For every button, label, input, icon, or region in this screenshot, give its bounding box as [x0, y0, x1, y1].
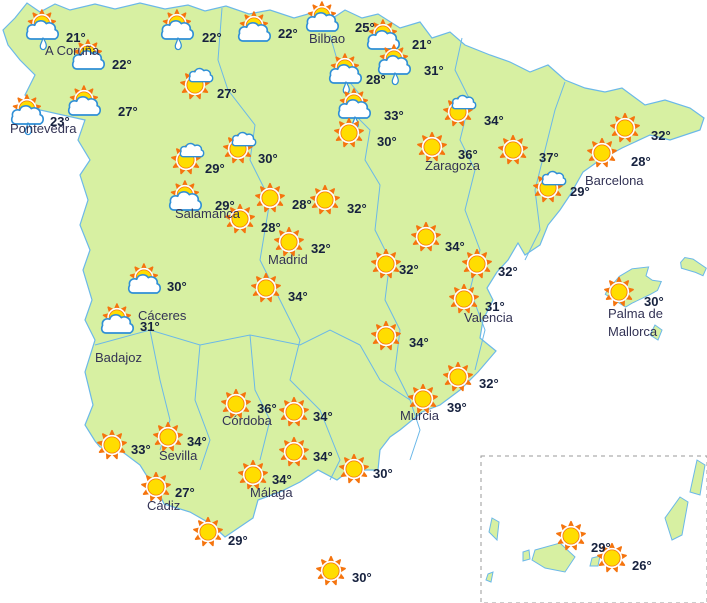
svg-text:Valencia: Valencia: [464, 310, 514, 325]
svg-text:30°: 30°: [373, 466, 393, 481]
svg-text:Málaga: Málaga: [250, 485, 293, 500]
svg-text:34°: 34°: [313, 449, 333, 464]
svg-text:34°: 34°: [445, 239, 465, 254]
svg-text:28°: 28°: [292, 197, 312, 212]
svg-text:34°: 34°: [187, 434, 207, 449]
svg-text:32°: 32°: [311, 241, 331, 256]
svg-text:32°: 32°: [498, 264, 518, 279]
svg-text:21°: 21°: [412, 37, 432, 52]
svg-text:Córdoba: Córdoba: [222, 413, 273, 428]
svg-text:Madrid: Madrid: [268, 252, 308, 267]
svg-text:Badajoz: Badajoz: [95, 350, 142, 365]
svg-text:26°: 26°: [632, 558, 652, 573]
svg-text:Salamanca: Salamanca: [175, 206, 241, 221]
svg-text:31°: 31°: [140, 319, 160, 334]
svg-text:32°: 32°: [651, 128, 671, 143]
svg-text:30°: 30°: [167, 279, 187, 294]
svg-text:29°: 29°: [228, 533, 248, 548]
svg-text:30°: 30°: [352, 570, 372, 585]
svg-text:32°: 32°: [479, 376, 499, 391]
svg-text:Sevilla: Sevilla: [159, 448, 198, 463]
svg-text:31°: 31°: [424, 63, 444, 78]
svg-text:28°: 28°: [366, 72, 386, 87]
svg-text:33°: 33°: [131, 442, 151, 457]
svg-text:29°: 29°: [570, 184, 590, 199]
svg-text:32°: 32°: [347, 201, 367, 216]
svg-text:22°: 22°: [112, 57, 132, 72]
svg-text:34°: 34°: [484, 113, 504, 128]
svg-text:33°: 33°: [384, 108, 404, 123]
svg-text:A Coruña: A Coruña: [45, 43, 100, 58]
svg-text:Bilbao: Bilbao: [309, 31, 345, 46]
svg-text:34°: 34°: [313, 409, 333, 424]
svg-text:25°: 25°: [355, 20, 375, 35]
svg-text:34°: 34°: [288, 289, 308, 304]
svg-text:Zaragoza: Zaragoza: [425, 158, 481, 173]
svg-text:30°: 30°: [258, 151, 278, 166]
svg-text:32°: 32°: [399, 262, 419, 277]
svg-text:Cádiz: Cádiz: [147, 498, 180, 513]
svg-text:29°: 29°: [591, 540, 611, 555]
svg-text:30°: 30°: [377, 134, 397, 149]
svg-text:27°: 27°: [118, 104, 138, 119]
svg-text:22°: 22°: [278, 26, 298, 41]
svg-text:Pontevedra: Pontevedra: [10, 121, 77, 136]
svg-text:28°: 28°: [631, 154, 651, 169]
svg-text:29°: 29°: [205, 161, 225, 176]
svg-text:Palma de: Palma de: [608, 306, 663, 321]
svg-text:22°: 22°: [202, 30, 222, 45]
svg-text:Murcia: Murcia: [400, 408, 440, 423]
svg-text:27°: 27°: [217, 86, 237, 101]
svg-text:28°: 28°: [261, 220, 281, 235]
svg-text:Barcelona: Barcelona: [585, 173, 644, 188]
svg-text:34°: 34°: [409, 335, 429, 350]
svg-text:Mallorca: Mallorca: [608, 324, 658, 339]
svg-text:39°: 39°: [447, 400, 467, 415]
svg-text:37°: 37°: [539, 150, 559, 165]
